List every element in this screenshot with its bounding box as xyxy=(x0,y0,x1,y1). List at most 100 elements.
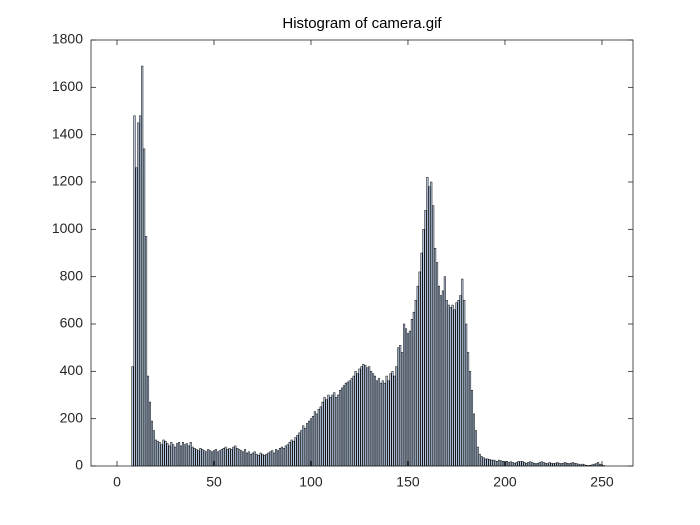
bar xyxy=(311,416,314,467)
bar xyxy=(331,394,334,467)
bar xyxy=(455,302,458,467)
bar xyxy=(482,457,485,467)
plot-frame xyxy=(90,39,634,467)
bar xyxy=(420,252,423,467)
bar xyxy=(436,262,439,467)
bar xyxy=(141,65,144,467)
bar xyxy=(220,449,223,467)
bar xyxy=(490,459,493,467)
bar xyxy=(172,444,175,467)
bar xyxy=(531,462,534,467)
bar xyxy=(147,375,150,467)
bar xyxy=(544,462,547,467)
bar xyxy=(373,375,377,467)
bar xyxy=(249,453,252,467)
bar xyxy=(414,300,417,467)
x-tick-label: 150 xyxy=(396,474,420,490)
chart-title: Histogram of camera.gif xyxy=(282,15,442,32)
bar xyxy=(571,462,574,467)
bar xyxy=(393,375,396,467)
bar xyxy=(362,363,365,467)
bar xyxy=(467,352,470,467)
bar xyxy=(228,448,231,467)
bar xyxy=(197,450,200,467)
bar xyxy=(201,449,204,467)
bar xyxy=(313,411,316,467)
bar xyxy=(224,446,227,467)
bar xyxy=(457,300,460,467)
bar xyxy=(187,445,190,467)
bar xyxy=(354,371,357,467)
bar xyxy=(273,452,276,467)
bar xyxy=(500,460,503,467)
bar xyxy=(156,440,159,467)
bar xyxy=(315,413,318,467)
bar xyxy=(189,442,192,467)
bar xyxy=(360,366,363,467)
bar xyxy=(304,427,307,467)
bar xyxy=(137,122,140,467)
bar xyxy=(209,450,212,467)
bar xyxy=(474,430,477,467)
bar xyxy=(533,462,536,467)
bar xyxy=(232,446,235,467)
bar xyxy=(131,366,134,467)
bar xyxy=(203,450,206,467)
bar xyxy=(486,458,489,467)
bar xyxy=(523,462,526,467)
bar xyxy=(170,442,173,467)
bar xyxy=(453,309,456,467)
bar xyxy=(247,451,250,467)
y-tick-label: 1800 xyxy=(52,31,83,47)
bar xyxy=(401,352,404,467)
bar xyxy=(133,115,136,467)
bar xyxy=(302,425,305,467)
bar xyxy=(372,373,375,467)
bar xyxy=(389,373,392,467)
bar xyxy=(538,462,541,467)
bar xyxy=(383,382,386,467)
bar xyxy=(205,451,208,467)
bar xyxy=(195,449,198,467)
bar xyxy=(509,461,512,467)
bar xyxy=(368,366,371,467)
bar xyxy=(280,446,283,467)
bar xyxy=(265,453,268,467)
bar xyxy=(511,462,514,467)
bar xyxy=(245,452,248,467)
bar xyxy=(375,380,378,467)
bar xyxy=(214,449,217,467)
bar xyxy=(527,462,530,467)
bar xyxy=(536,462,539,467)
bar xyxy=(556,462,559,467)
bar xyxy=(216,451,219,467)
bar xyxy=(566,462,569,467)
bar xyxy=(529,461,532,467)
bar xyxy=(492,459,495,467)
bar xyxy=(441,290,444,467)
bar xyxy=(430,181,433,467)
bar xyxy=(548,462,551,467)
bar xyxy=(253,451,256,467)
bar xyxy=(145,236,148,467)
bar xyxy=(308,420,311,467)
y-tick-label: 1000 xyxy=(52,220,83,236)
bar xyxy=(352,375,355,467)
bar xyxy=(271,450,274,467)
bar xyxy=(470,390,474,467)
bar xyxy=(251,452,254,467)
bar xyxy=(148,401,151,467)
bar xyxy=(329,397,332,467)
bar xyxy=(449,307,452,467)
x-tick-label: 0 xyxy=(113,474,121,490)
bar xyxy=(323,397,326,467)
bar xyxy=(211,451,214,467)
bar xyxy=(507,462,510,467)
bar xyxy=(139,115,142,467)
bar xyxy=(337,394,340,467)
bar xyxy=(521,461,524,467)
bar xyxy=(275,449,278,467)
x-tick-label: 250 xyxy=(590,474,614,490)
bar xyxy=(540,461,543,467)
bar xyxy=(406,333,410,467)
